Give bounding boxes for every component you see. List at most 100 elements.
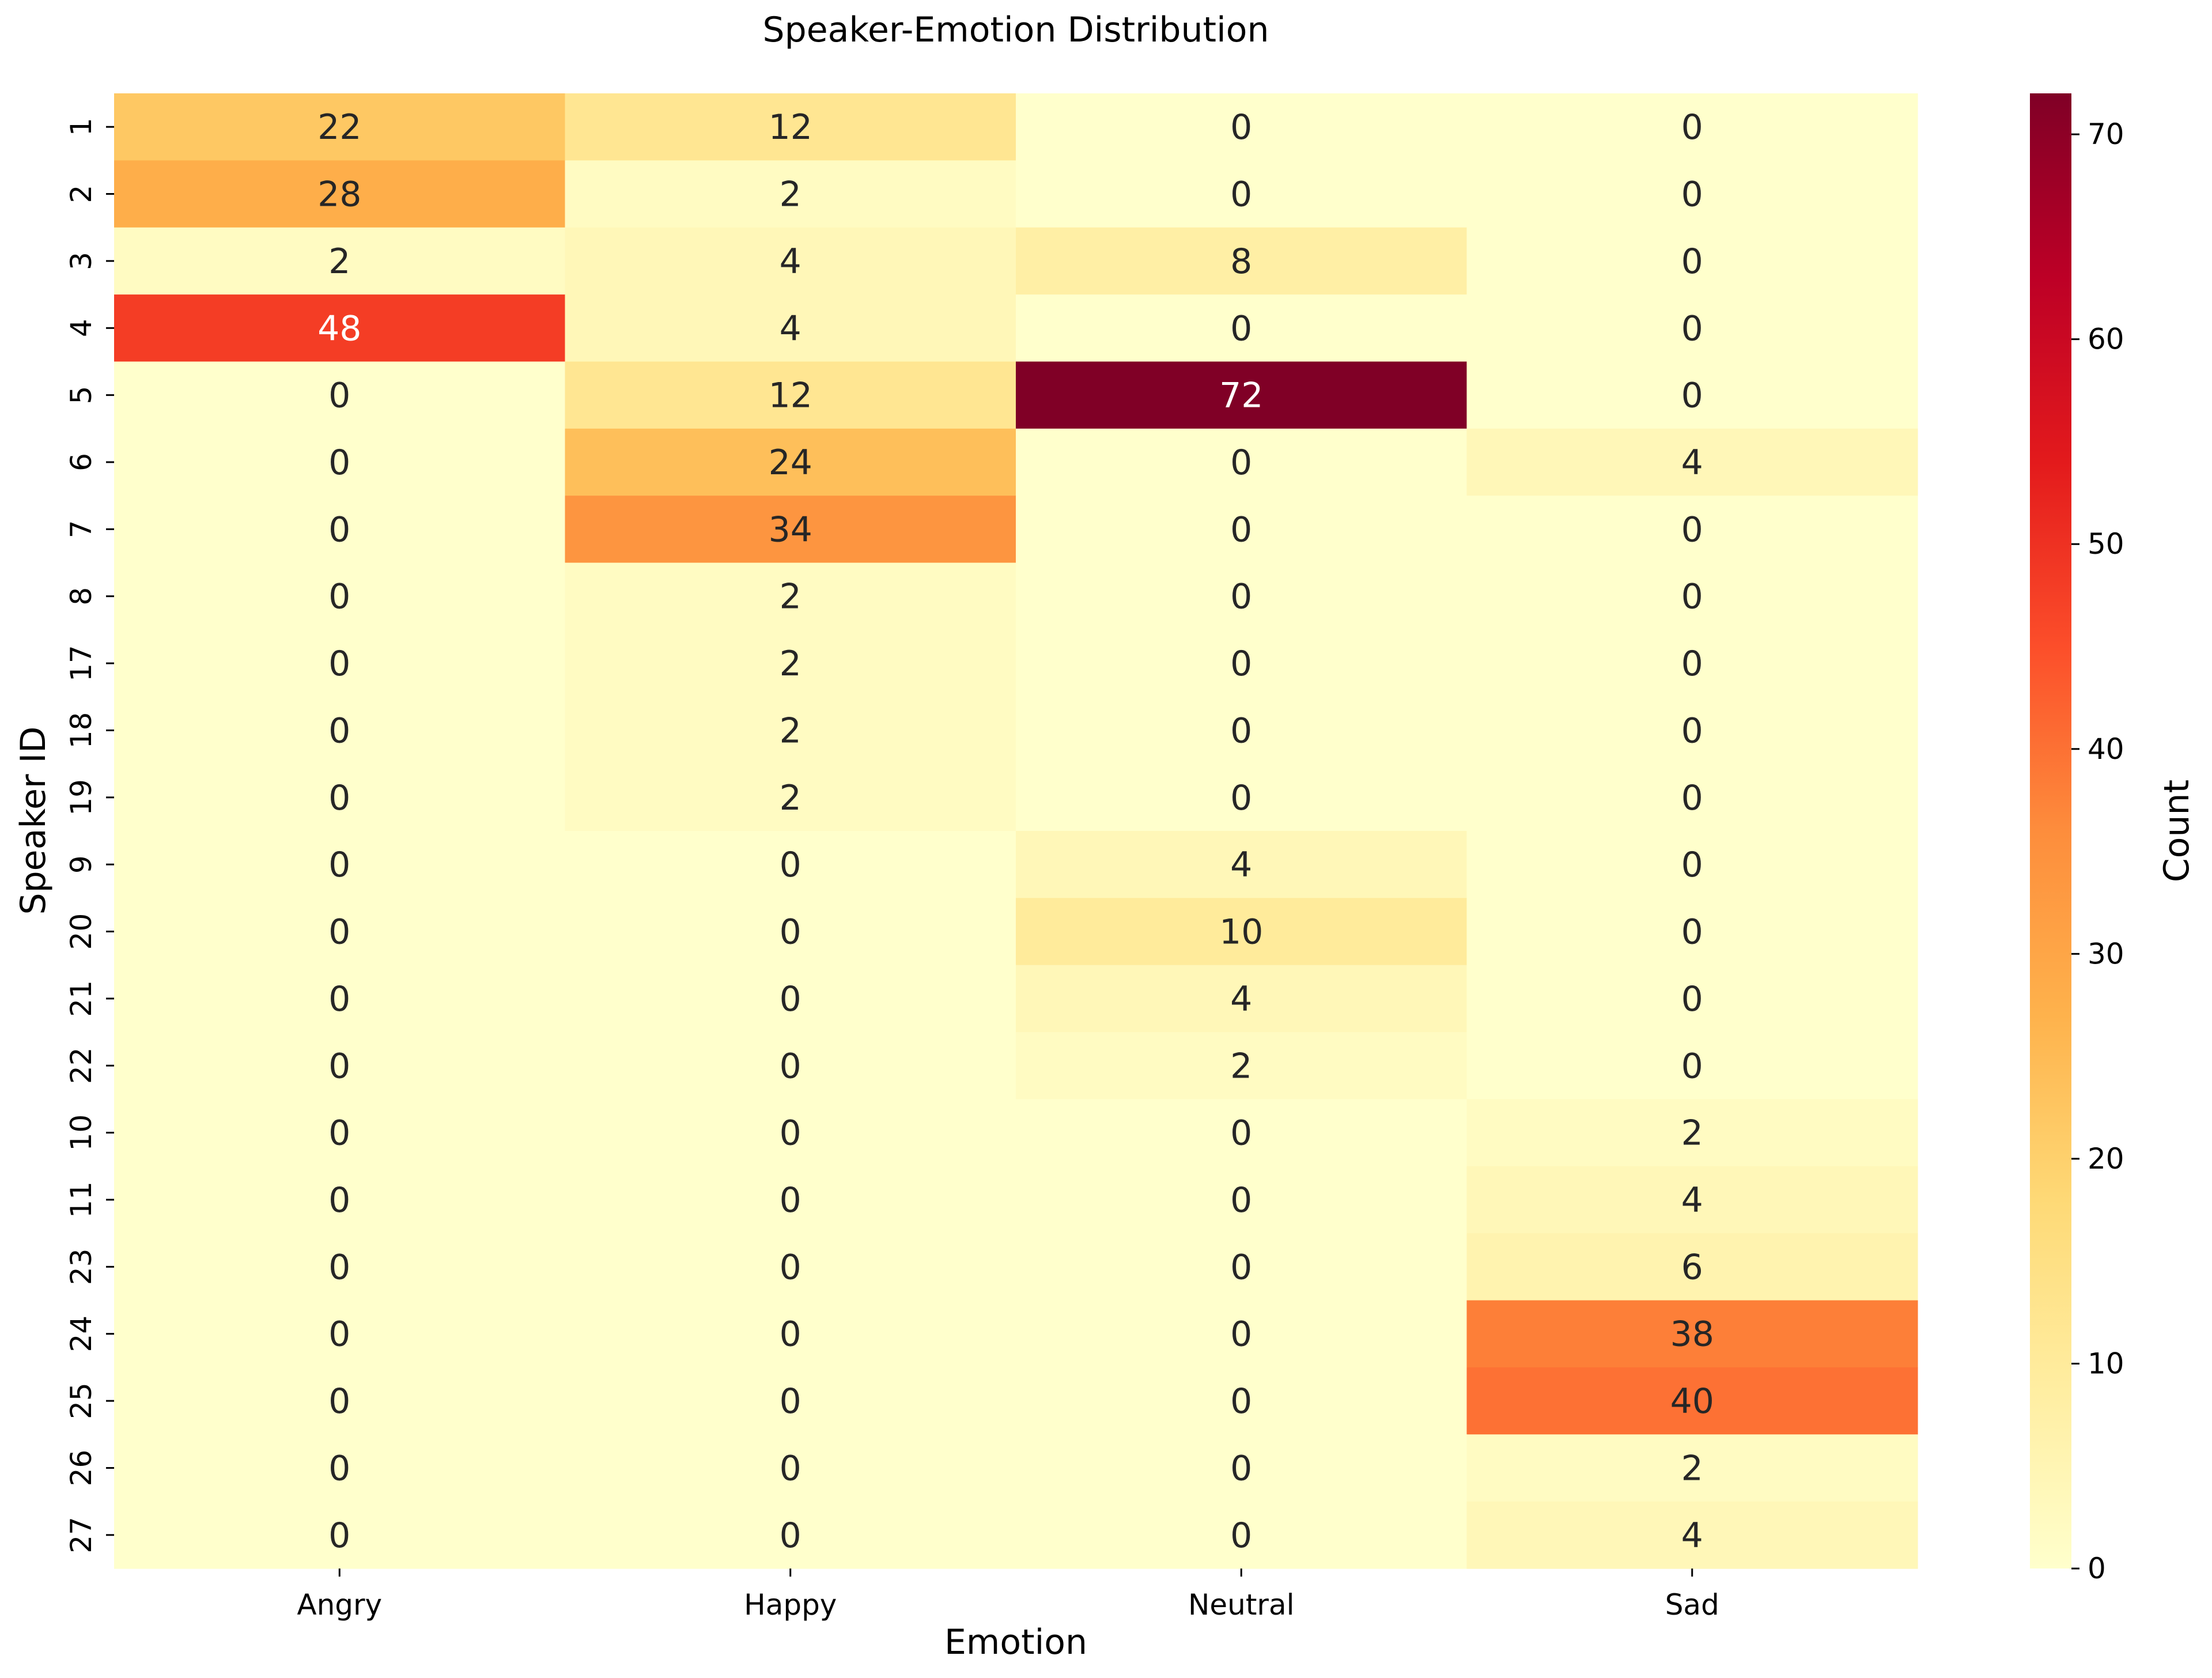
heatmap-cell (114, 898, 566, 966)
cell-value-label: 4 (1230, 845, 1252, 885)
heatmap-cell (114, 629, 566, 697)
cell-value-label: 0 (1230, 778, 1252, 818)
cell-value-label: 2 (1230, 1046, 1252, 1086)
heatmap-cell (1466, 496, 1918, 564)
cell-value-label: 0 (780, 845, 801, 885)
heatmap-cell (1016, 562, 1468, 630)
heatmap-cell (565, 428, 1016, 496)
cell-value-label: 0 (328, 1314, 350, 1355)
cell-value-label: 0 (1681, 1046, 1703, 1086)
cell-value-label: 0 (1230, 644, 1252, 684)
heatmap-cell (565, 965, 1016, 1033)
y-tick-label: 18 (65, 712, 98, 749)
colorbar-ticks: 0 10 20 30 40 50 60 70 (2071, 118, 2124, 1585)
heatmap-cell (1466, 1166, 1918, 1234)
colorbar-tick-label: 60 (2088, 323, 2124, 356)
heatmap-cell (114, 1434, 566, 1502)
colorbar-label: Count (2157, 780, 2197, 882)
cell-value-label: 2 (328, 241, 350, 282)
y-tick-label: 21 (65, 980, 98, 1017)
y-tick-label: 27 (65, 1517, 98, 1554)
cell-value-label: 0 (1681, 376, 1703, 416)
cell-value-label: 0 (328, 912, 350, 953)
heatmap-cell (565, 1099, 1016, 1167)
heatmap-cell (1016, 294, 1468, 362)
cell-value-label: 0 (328, 577, 350, 617)
y-tick-label: 9 (65, 855, 98, 874)
cell-value-label: 0 (1230, 710, 1252, 751)
cell-value-label: 0 (1230, 175, 1252, 215)
cell-value-label: 0 (1681, 577, 1703, 617)
heatmap-cell (1016, 160, 1468, 228)
heatmap-cell (114, 1233, 566, 1301)
heatmap-cell (565, 93, 1016, 161)
y-tick-label: 6 (65, 453, 98, 471)
colorbar: 0 10 20 30 40 50 60 70 Count (2030, 93, 2197, 1585)
heatmap-cell (565, 1233, 1016, 1301)
cell-value-label: 48 (317, 308, 361, 349)
heatmap-cell (114, 1367, 566, 1435)
x-axis-label: Emotion (944, 1622, 1087, 1662)
heatmap-cell (1016, 428, 1468, 496)
x-tick-label: Angry (297, 1588, 382, 1622)
heatmap-cell (565, 831, 1016, 898)
heatmap-cell (1466, 898, 1918, 966)
cell-value-label: 0 (780, 1516, 801, 1556)
heatmap-cell (114, 1300, 566, 1368)
x-tick-label: Sad (1665, 1588, 1719, 1622)
heatmap-cell (1466, 764, 1918, 832)
colorbar-tick-label: 50 (2088, 527, 2124, 561)
cell-value-label: 0 (780, 1314, 801, 1355)
cell-value-label: 0 (780, 912, 801, 953)
heatmap-cell (1466, 629, 1918, 697)
cell-value-label: 0 (328, 778, 350, 818)
cell-value-label: 0 (780, 1448, 801, 1488)
heatmap-cell (114, 294, 566, 362)
cell-value-label: 12 (769, 376, 812, 416)
heatmap-cell (1466, 965, 1918, 1033)
cell-value-label: 0 (1230, 1180, 1252, 1220)
heatmap-cell (1016, 1300, 1468, 1368)
cell-value-label: 4 (1681, 1180, 1703, 1220)
heatmap-cell (565, 1032, 1016, 1100)
cell-value-label: 0 (1681, 644, 1703, 684)
cell-annotations: 22 12 0 028 2 0 02 4 8 048 4 0 00 12 72 00 24 0 40 34 0 00 2 0 0… (317, 107, 1714, 1556)
heatmap-cell (565, 361, 1016, 429)
cell-value-label: 0 (328, 1247, 350, 1287)
heatmap-cell (1016, 965, 1468, 1033)
heatmap-cell (1016, 831, 1468, 898)
heatmap-cell (565, 294, 1016, 362)
y-tick-label: 20 (65, 913, 98, 950)
heatmap-cell (565, 496, 1016, 564)
cell-value-label: 4 (780, 308, 801, 349)
y-tick-label: 17 (65, 645, 98, 682)
colorbar-tick-label: 30 (2088, 937, 2124, 970)
cell-value-label: 2 (780, 710, 801, 751)
cell-value-label: 0 (1230, 509, 1252, 550)
y-tick-label: 7 (65, 520, 98, 538)
heatmap-cell (565, 160, 1016, 228)
cell-value-label: 0 (328, 1516, 350, 1556)
cell-value-label: 0 (1230, 1516, 1252, 1556)
y-tick-label: 2 (65, 185, 98, 203)
x-tick-label: Neutral (1188, 1588, 1295, 1622)
cell-value-label: 4 (1681, 1516, 1703, 1556)
heatmap-cell (1016, 496, 1468, 564)
heatmap-cell (114, 160, 566, 228)
heatmap-cell (565, 1501, 1016, 1569)
heatmap-cell (114, 1099, 566, 1167)
cell-value-label: 0 (328, 1381, 350, 1422)
cell-value-label: 0 (780, 1247, 801, 1287)
heatmap-cell (1466, 1434, 1918, 1502)
y-tick-label: 24 (65, 1316, 98, 1352)
cell-value-label: 2 (1681, 1448, 1703, 1488)
heatmap-cell (114, 697, 566, 765)
heatmap-cell (114, 1501, 566, 1569)
heatmap-cell (1016, 1166, 1468, 1234)
cell-value-label: 4 (1230, 979, 1252, 1019)
heatmap-cells (114, 93, 1918, 1569)
heatmap-cell (1466, 361, 1918, 429)
heatmap-cell (114, 93, 566, 161)
heatmap-cell (1466, 1501, 1918, 1569)
